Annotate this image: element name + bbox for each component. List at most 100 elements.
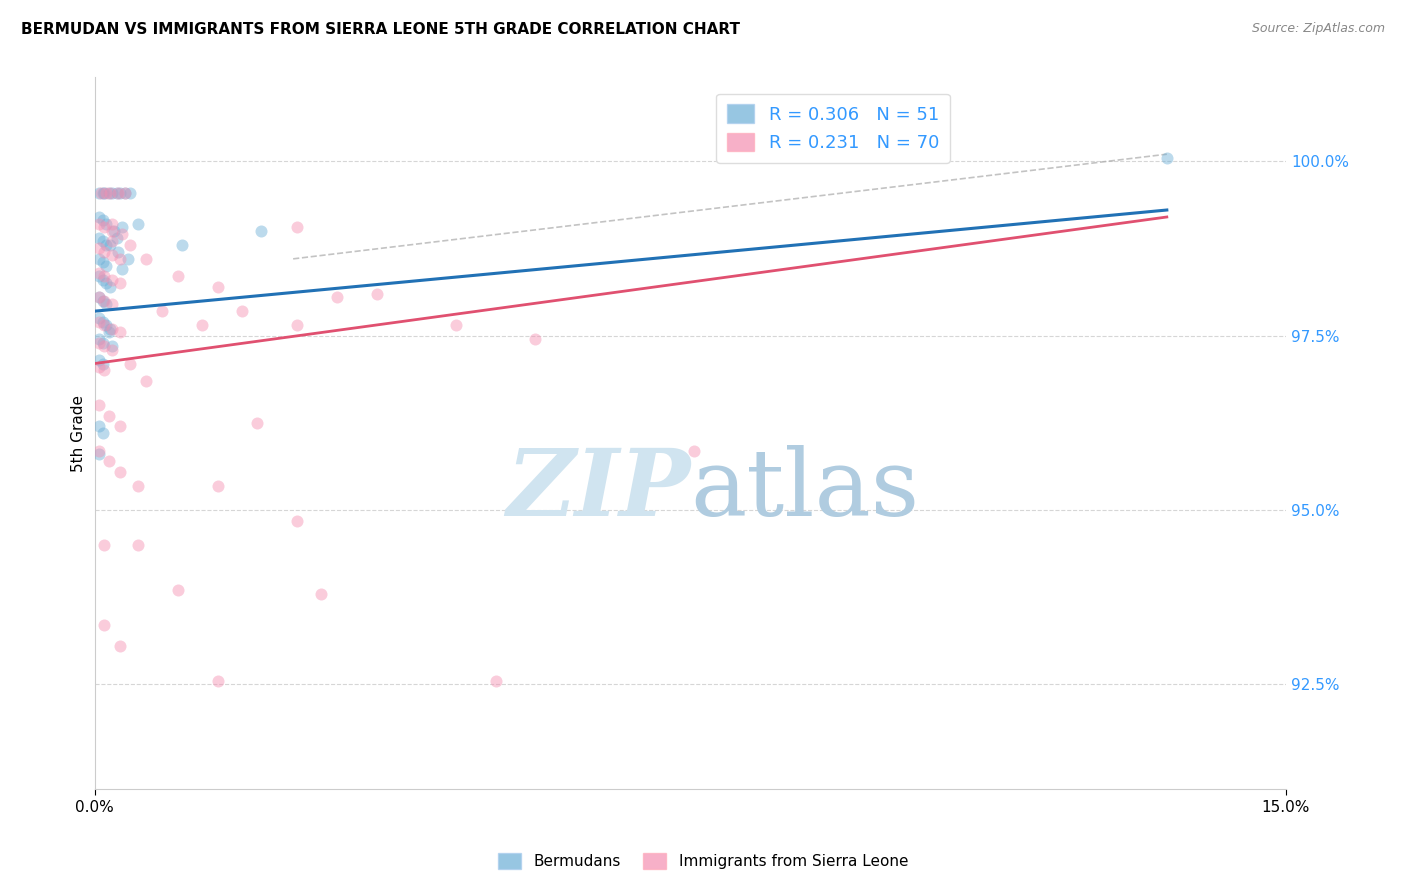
Legend: Bermudans, Immigrants from Sierra Leone: Bermudans, Immigrants from Sierra Leone: [492, 847, 914, 875]
Point: [93, 186, 115, 200]
Point: [326, 290, 349, 304]
Point: [97, 454, 120, 468]
Point: [108, 325, 131, 339]
Point: [87, 315, 110, 329]
Point: [101, 217, 124, 231]
Point: [207, 673, 229, 688]
Point: [100, 186, 122, 200]
Point: [100, 238, 122, 252]
Text: Source: ZipAtlas.com: Source: ZipAtlas.com: [1251, 22, 1385, 36]
Point: [246, 416, 269, 430]
Point: [96, 259, 118, 273]
Point: [101, 186, 124, 200]
Point: [87, 217, 110, 231]
Y-axis label: 5th Grade: 5th Grade: [72, 395, 86, 472]
Point: [366, 286, 388, 301]
Point: [87, 252, 110, 266]
Point: [250, 224, 273, 238]
Point: [87, 419, 110, 434]
Point: [101, 248, 124, 262]
Point: [103, 224, 125, 238]
Point: [111, 227, 134, 242]
Point: [231, 304, 253, 318]
Point: [101, 343, 124, 357]
Point: [91, 426, 114, 441]
Point: [120, 186, 142, 200]
Point: [107, 244, 129, 259]
Point: [114, 186, 136, 200]
Point: [105, 231, 128, 245]
Point: [285, 318, 308, 333]
Point: [87, 335, 110, 350]
Point: [96, 186, 118, 200]
Point: [87, 447, 110, 461]
Point: [91, 293, 114, 308]
Point: [91, 255, 114, 269]
Point: [285, 220, 308, 235]
Point: [100, 279, 122, 293]
Text: BERMUDAN VS IMMIGRANTS FROM SIERRA LEONE 5TH GRADE CORRELATION CHART: BERMUDAN VS IMMIGRANTS FROM SIERRA LEONE…: [21, 22, 740, 37]
Point: [120, 357, 142, 371]
Point: [108, 186, 131, 200]
Point: [524, 332, 547, 346]
Point: [101, 235, 124, 249]
Point: [93, 363, 115, 377]
Point: [93, 538, 115, 552]
Point: [444, 318, 467, 333]
Point: [91, 235, 114, 249]
Point: [100, 321, 122, 335]
Point: [111, 220, 134, 235]
Text: atlas: atlas: [690, 445, 920, 535]
Point: [135, 252, 157, 266]
Point: [93, 618, 115, 632]
Point: [96, 297, 118, 311]
Point: [87, 266, 110, 280]
Point: [485, 673, 508, 688]
Point: [87, 269, 110, 284]
Point: [135, 374, 157, 388]
Point: [87, 359, 110, 374]
Point: [285, 514, 308, 528]
Point: [87, 443, 110, 458]
Point: [87, 290, 110, 304]
Point: [683, 443, 706, 458]
Point: [93, 244, 115, 259]
Text: ZIP: ZIP: [506, 445, 690, 535]
Point: [91, 273, 114, 287]
Point: [87, 353, 110, 368]
Point: [93, 339, 115, 353]
Point: [96, 217, 118, 231]
Point: [97, 325, 120, 339]
Point: [87, 186, 110, 200]
Point: [91, 315, 114, 329]
Point: [91, 335, 114, 350]
Point: [107, 186, 129, 200]
Point: [120, 238, 142, 252]
Point: [101, 297, 124, 311]
Point: [97, 186, 120, 200]
Point: [90, 186, 112, 200]
Point: [105, 186, 128, 200]
Point: [101, 321, 124, 335]
Point: [91, 213, 114, 227]
Point: [127, 538, 149, 552]
Point: [170, 238, 193, 252]
Point: [117, 252, 139, 266]
Point: [87, 290, 110, 304]
Point: [93, 220, 115, 235]
Point: [87, 241, 110, 255]
Point: [101, 273, 124, 287]
Point: [96, 318, 118, 333]
Point: [91, 357, 114, 371]
Point: [207, 279, 229, 293]
Point: [167, 269, 190, 284]
Point: [108, 639, 131, 653]
Point: [127, 217, 149, 231]
Point: [93, 318, 115, 333]
Legend: R = 0.306   N = 51, R = 0.231   N = 70: R = 0.306 N = 51, R = 0.231 N = 70: [717, 94, 950, 163]
Point: [87, 210, 110, 224]
Point: [101, 224, 124, 238]
Point: [87, 231, 110, 245]
Point: [87, 311, 110, 326]
Point: [96, 277, 118, 291]
